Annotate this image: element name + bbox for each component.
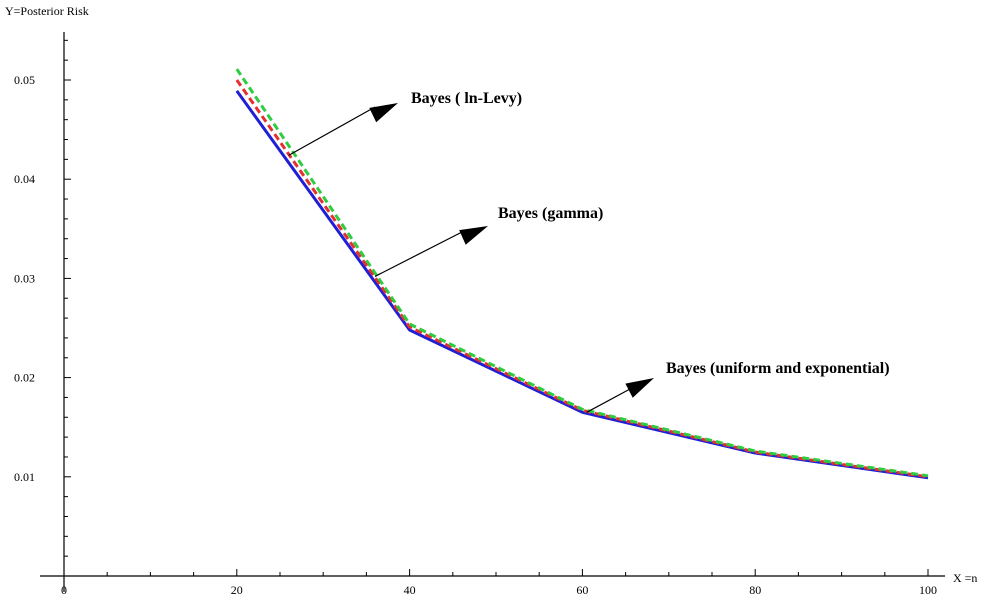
annotation-arrowhead [459,226,488,245]
x-axis-title: X =n [953,571,977,585]
x-tick-label: 40 [404,583,416,597]
y-tick-label: 0.03 [14,271,35,285]
y-tick-label: 0.05 [14,73,35,87]
annotation-line [374,231,463,277]
series-line-1 [235,90,929,480]
series-line-2 [235,79,929,479]
annotation-layer: Bayes ( ln-Levy) Bayes (gamma) Bayes (unif… [288,90,890,413]
y-tick-label: 0.02 [14,371,35,385]
x-tick-label: 80 [749,583,761,597]
x-tick-label: 60 [576,583,588,597]
annotation-line [288,106,376,156]
annotation-label: Bayes ( ln-Levy) [411,90,522,107]
annotation-arrowhead [369,103,398,123]
x-tick-label: 20 [231,583,243,597]
annotation-arrowhead [625,378,654,398]
y-tick-label: 0.01 [14,470,35,484]
annotation-line [586,388,631,413]
series-layer [235,68,929,480]
axes: 0 20 40 60 80 100 0.01 0.02 0.03 0.04 0.05 [14,32,945,597]
annotation-label: Bayes (gamma) [498,205,603,222]
series-line-3 [235,68,929,478]
y-axis-title: Y=Posterior Risk [5,4,89,18]
y-tick-label: 0.04 [14,172,35,186]
annotation-label: Bayes (uniform and exponential) [666,360,890,377]
x-tick-label: 0 [61,583,67,597]
x-tick-label: 100 [919,583,937,597]
